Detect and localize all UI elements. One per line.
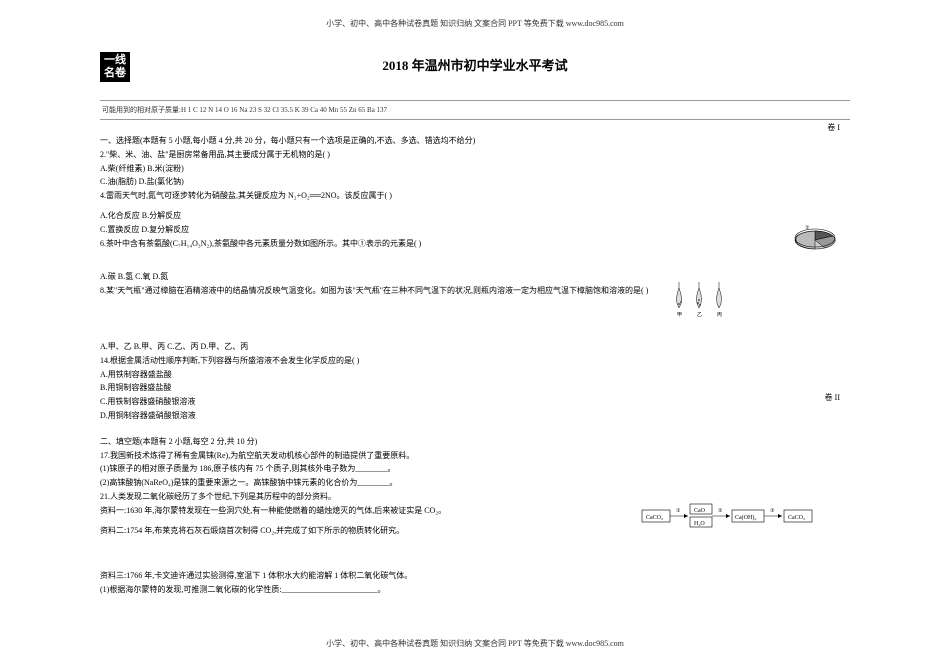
flask-diagram-icon: 甲 乙 丙 (670, 278, 730, 318)
svg-text:CaCO₃: CaCO₃ (788, 515, 805, 521)
svg-text:②: ② (718, 508, 723, 514)
flowchart-icon: CaCO₃ ① CaO H₂O ② Ca(OH)₂ ③ CaCO₃ (640, 500, 820, 530)
svg-text:H₂O: H₂O (694, 521, 705, 527)
svg-text:CaO: CaO (694, 508, 706, 514)
section-1-heading: 一、选择题(本题有 5 小题,每小题 4 分,共 20 分，每小题只有一个选项是… (100, 135, 850, 148)
section-2-heading: 二、填空题(本题有 2 小题,每空 2 分,共 10 分) (100, 436, 850, 449)
q6-stem: 6.茶叶中含有茶氨酸(C₇H₁₄O₃N₂),茶氨酸中各元素质量分数如图所示。其中… (100, 238, 850, 251)
svg-text:①: ① (676, 508, 681, 514)
q2-stem: 2."柴、米、油、盐"是厨房常备用品,其主要成分属于无机物的是( ) (100, 149, 850, 162)
svg-text:丙: 丙 (717, 312, 722, 318)
q14-opt-a: A.用铁制容器盛盐酸 (100, 369, 850, 382)
q4-opt-ab: A.化合反应 B.分解反应 (100, 210, 850, 223)
svg-text:CaCO₃: CaCO₃ (646, 515, 663, 521)
q21-1: (1)根据海尔蒙特的发现,可推测二氧化碳的化学性质:______________… (100, 584, 850, 597)
page-footer: 小学、初中、高中各种试卷真题 知识归纳 文案合同 PPT 等免费下载 www.d… (0, 638, 950, 649)
q14-opt-b: B.用铜制容器盛盐酸 (100, 382, 850, 395)
atomic-mass-bar: 可能用到的相对原子质量:H 1 C 12 N 14 O 16 Na 23 S 3… (100, 100, 850, 120)
section-label-1: 卷 I (827, 122, 840, 133)
svg-text:Ca(OH)₂: Ca(OH)₂ (735, 514, 756, 521)
q2-opt-ab: A.柴(纤维素) B.米(淀粉) (100, 163, 850, 176)
page-header: 小学、初中、高中各种试卷真题 知识归纳 文案合同 PPT 等免费下载 www.d… (0, 18, 950, 29)
svg-text:①: ① (805, 225, 810, 231)
svg-text:乙: 乙 (697, 311, 702, 318)
q17-1: (1)铼原子的相对原子质量为 186,原子核内有 75 个质子,则其核外电子数为… (100, 463, 850, 476)
q14-stem: 14.根据金属活动性顺序判断,下列容器与所盛溶液不会发生化学反应的是( ) (100, 355, 850, 368)
q6-opts: A.碳 B.氢 C.氧 D.氮 (100, 271, 850, 284)
q17-stem: 17.我国新技术炼得了稀有金属铼(Re),为航空航天发动机核心部件的制造提供了重… (100, 450, 850, 463)
exam-title: 2018 年温州市初中学业水平考试 (0, 55, 950, 74)
q8-stem: 8.某"天气瓶"通过樟脑在酒精溶液中的结晶情况反映气温变化。如图为该"天气瓶"在… (100, 285, 850, 298)
q4-opt-cd: C.置换反应 D.复分解反应 (100, 224, 850, 237)
q4-stem: 4.雷雨天气时,氮气可逐步转化为硝酸盐,其关键反应为 N₂+O₂══2NO。该反… (100, 190, 850, 203)
q14-opt-c: C.用铁制容器盛硝酸银溶液 (100, 396, 850, 409)
svg-text:③: ③ (770, 508, 775, 514)
q17-2: (2)高铼酸钠(NaReO₄)是铼的重要来源之一。高铼酸钠中铼元素的化合价为__… (100, 477, 850, 490)
q14-opt-d: D.用铜制容器盛硝酸银溶液 (100, 410, 850, 423)
q2-opt-cd: C.油(脂肪) D.盐(氯化钠) (100, 176, 850, 189)
q8-opts: A.甲、乙 B.甲、丙 C.乙、丙 D.甲、乙、丙 (100, 341, 850, 354)
section-label-2: 卷 II (825, 392, 840, 403)
svg-text:甲: 甲 (677, 312, 682, 318)
q21-res3: 资料三:1766 年,卡文迪许通过实验测得,室温下 1 体积水大约能溶解 1 体… (100, 570, 850, 583)
pie-chart-icon: ① (790, 224, 840, 254)
